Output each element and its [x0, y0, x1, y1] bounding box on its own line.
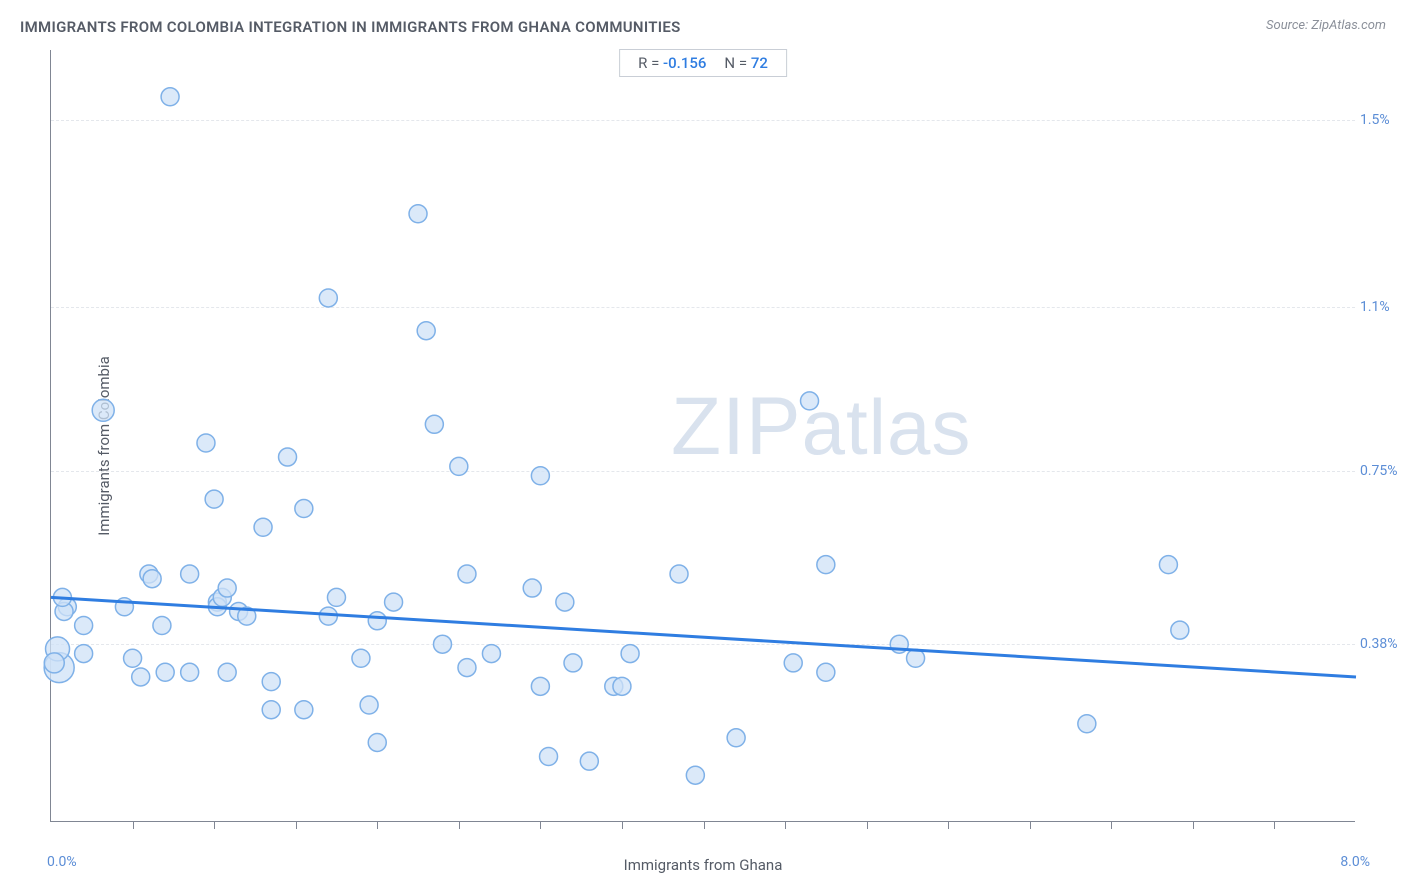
data-point — [409, 205, 427, 223]
data-point — [262, 701, 280, 719]
data-point — [156, 663, 174, 681]
x-tick — [704, 821, 705, 829]
plot-area: R = -0.156 N = 72 0.38%0.75%1.1%1.5% ZIP… — [50, 50, 1355, 822]
data-point — [523, 579, 541, 597]
n-label: N = — [724, 54, 747, 72]
x-max-label: 8.0% — [1340, 854, 1370, 870]
scatter-points — [44, 88, 1189, 784]
x-tick — [296, 821, 297, 829]
y-tick-label: 1.5% — [1360, 112, 1406, 128]
data-point — [540, 747, 558, 765]
data-point — [368, 612, 386, 630]
data-point — [218, 579, 236, 597]
title-row: IMMIGRANTS FROM COLOMBIA INTEGRATION IN … — [20, 18, 1386, 36]
x-axis-label: Immigrants from Ghana — [624, 856, 783, 874]
data-point — [727, 729, 745, 747]
y-tick-label: 1.1% — [1360, 299, 1406, 315]
data-point — [75, 616, 93, 634]
y-tick-label: 0.38% — [1360, 636, 1406, 652]
data-point — [44, 653, 64, 673]
data-point — [801, 392, 819, 410]
x-tick — [214, 821, 215, 829]
x-tick — [1030, 821, 1031, 829]
data-point — [92, 399, 114, 421]
x-tick — [1111, 821, 1112, 829]
data-point — [75, 645, 93, 663]
y-tick-label: 0.75% — [1360, 463, 1406, 479]
n-stat: N = 72 — [724, 54, 767, 72]
x-tick — [785, 821, 786, 829]
x-tick — [1274, 821, 1275, 829]
data-point — [434, 635, 452, 653]
x-tick — [622, 821, 623, 829]
data-point — [181, 565, 199, 583]
r-label: R = — [638, 54, 659, 72]
data-point — [425, 415, 443, 433]
data-point — [295, 500, 313, 518]
scatter-svg — [51, 50, 1355, 821]
data-point — [385, 593, 403, 611]
data-point — [218, 663, 236, 681]
data-point — [670, 565, 688, 583]
x-tick — [459, 821, 460, 829]
data-point — [1159, 556, 1177, 574]
source-label: Source: ZipAtlas.com — [1266, 18, 1386, 33]
x-tick — [1193, 821, 1194, 829]
data-point — [143, 570, 161, 588]
data-point — [181, 663, 199, 681]
data-point — [279, 448, 297, 466]
data-point — [161, 88, 179, 106]
data-point — [784, 654, 802, 672]
data-point — [531, 677, 549, 695]
data-point — [153, 616, 171, 634]
data-point — [613, 677, 631, 695]
x-tick — [540, 821, 541, 829]
data-point — [368, 733, 386, 751]
data-point — [262, 673, 280, 691]
n-value: 72 — [751, 54, 768, 72]
r-stat: R = -0.156 — [638, 54, 706, 72]
data-point — [686, 766, 704, 784]
data-point — [1078, 715, 1096, 733]
chart-title: IMMIGRANTS FROM COLOMBIA INTEGRATION IN … — [20, 18, 681, 36]
data-point — [450, 457, 468, 475]
data-point — [327, 588, 345, 606]
regression-line — [51, 597, 1356, 677]
data-point — [817, 556, 835, 574]
data-point — [124, 649, 142, 667]
data-point — [482, 645, 500, 663]
data-point — [817, 663, 835, 681]
data-point — [197, 434, 215, 452]
data-point — [132, 668, 150, 686]
data-point — [556, 593, 574, 611]
data-point — [319, 289, 337, 307]
x-tick — [948, 821, 949, 829]
stats-box: R = -0.156 N = 72 — [619, 49, 787, 77]
x-tick — [377, 821, 378, 829]
data-point — [621, 645, 639, 663]
x-min-label: 0.0% — [47, 854, 77, 870]
data-point — [580, 752, 598, 770]
data-point — [295, 701, 313, 719]
data-point — [564, 654, 582, 672]
r-value: -0.156 — [663, 54, 706, 72]
data-point — [360, 696, 378, 714]
data-point — [531, 467, 549, 485]
data-point — [417, 322, 435, 340]
data-point — [205, 490, 223, 508]
data-point — [254, 518, 272, 536]
x-tick — [133, 821, 134, 829]
data-point — [458, 565, 476, 583]
data-point — [352, 649, 370, 667]
x-tick — [867, 821, 868, 829]
data-point — [1171, 621, 1189, 639]
data-point — [458, 659, 476, 677]
